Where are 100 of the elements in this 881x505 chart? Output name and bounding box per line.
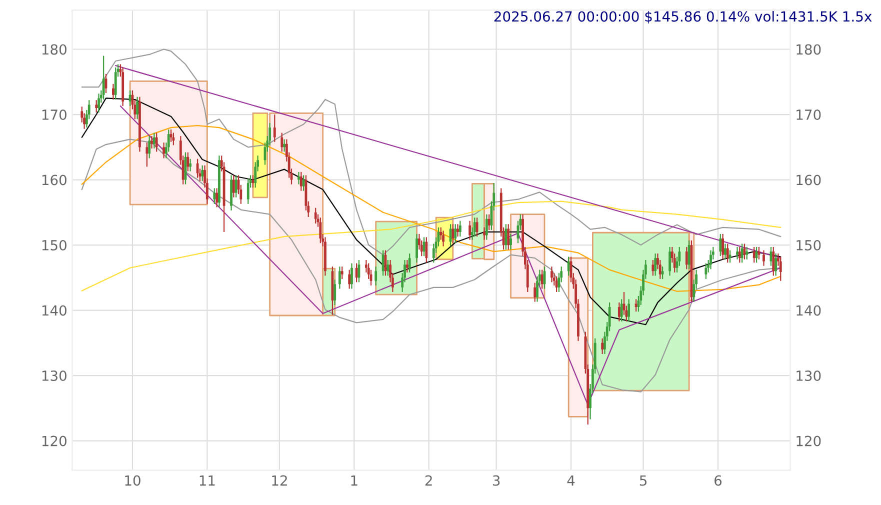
candlestick — [618, 302, 620, 322]
candlestick — [534, 282, 536, 302]
candlestick — [136, 96, 138, 120]
candlestick — [752, 246, 756, 264]
candlestick — [507, 224, 510, 250]
candlestick — [128, 90, 132, 107]
candlestick — [762, 250, 765, 266]
candlestick — [758, 246, 760, 260]
line-series — [120, 105, 782, 406]
y2-tick-label: 170 — [796, 109, 821, 120]
candlestick — [634, 298, 638, 312]
candlestick — [452, 224, 454, 244]
x-tick-label: 2 — [425, 475, 432, 486]
x-tick-label: 10 — [125, 475, 140, 486]
candlestick — [550, 266, 553, 283]
candlestick — [620, 298, 623, 322]
candlestick — [746, 246, 748, 260]
candlestick — [710, 250, 712, 270]
y-tick-label: 170 — [42, 109, 66, 120]
candlestick — [738, 246, 741, 264]
candlestick — [408, 252, 411, 273]
line-series — [81, 138, 782, 392]
candlestick — [300, 171, 302, 192]
candlestick — [488, 214, 490, 231]
candlestick — [386, 259, 390, 276]
candlestick — [319, 217, 322, 244]
candlestick — [162, 142, 166, 159]
candlestick — [704, 262, 708, 280]
line-series — [81, 125, 782, 292]
chart-title: 2025.06.27 00:00:00 $145.86 0.14% vol:1431.5K 1.5x — [494, 10, 872, 24]
candlestick — [155, 132, 158, 152]
candlestick — [98, 93, 100, 114]
y-tick-label: 150 — [42, 240, 66, 250]
candlestick — [146, 142, 148, 168]
y-tick-label: 160 — [42, 174, 66, 186]
candlestick — [201, 164, 204, 182]
candlestick — [654, 252, 657, 276]
candlestick — [148, 135, 151, 159]
y2-tick-label: 180 — [796, 44, 821, 55]
candlestick — [302, 174, 305, 192]
candlestick — [473, 217, 476, 238]
candlestick — [283, 138, 286, 152]
candlestick — [298, 171, 300, 185]
candlestick — [779, 256, 782, 282]
candlestick — [338, 266, 341, 290]
candlestick — [483, 226, 486, 240]
candlestick — [740, 243, 744, 264]
y2-tick-label: 120 — [796, 436, 821, 446]
y2-tick-label: 150 — [796, 240, 821, 250]
x-tick-label: 4 — [567, 475, 575, 486]
x-tick-label: 5 — [640, 475, 646, 486]
candlestick — [425, 236, 428, 264]
candlestick — [170, 128, 172, 142]
candlestick — [152, 132, 156, 149]
x-tick-label: 12 — [272, 475, 287, 486]
candlestick — [172, 132, 175, 146]
candlestick — [348, 269, 351, 290]
y-tick-label: 120 — [42, 436, 66, 446]
candlestick — [685, 246, 688, 270]
candlestick — [416, 233, 418, 264]
candlestick — [273, 114, 276, 142]
y-tick-label: 140 — [42, 305, 66, 316]
candlestick — [774, 252, 778, 276]
candlestick — [150, 135, 153, 149]
candlestick — [355, 262, 358, 283]
candlestick — [661, 266, 664, 280]
candlestick — [601, 338, 604, 355]
candlestick — [189, 158, 192, 172]
candlestick — [628, 298, 630, 322]
candlestick — [468, 220, 472, 240]
candlestick — [540, 269, 544, 290]
candlestick — [374, 266, 378, 286]
candlestick — [95, 100, 98, 114]
candlestick — [350, 262, 353, 290]
x-tick-label: 1 — [351, 475, 358, 486]
candlestick — [382, 250, 384, 276]
candlestick — [772, 246, 775, 276]
x-tick-label: 11 — [200, 475, 215, 486]
candlestick — [485, 214, 488, 240]
candlestick — [232, 174, 235, 198]
x-tick-label: 3 — [492, 475, 500, 486]
candlestick — [688, 240, 690, 270]
candlestick — [280, 132, 284, 152]
y-tick-label: 180 — [42, 44, 66, 55]
candlestick — [114, 66, 117, 100]
candlestick — [510, 233, 512, 250]
candlestick — [213, 188, 216, 204]
candlestick — [314, 207, 317, 224]
x-tick-label: 6 — [714, 475, 722, 486]
candlestick — [736, 246, 738, 260]
candlestick — [719, 233, 722, 257]
candlestick — [652, 259, 654, 276]
candlestick — [102, 55, 105, 100]
candlestick — [456, 224, 459, 238]
candlestick — [234, 174, 238, 198]
candlestick — [458, 220, 462, 238]
y2-tick-label: 160 — [796, 174, 821, 186]
y2-tick-label: 130 — [796, 370, 821, 382]
candlestick — [112, 83, 114, 100]
candlestick — [567, 256, 570, 276]
